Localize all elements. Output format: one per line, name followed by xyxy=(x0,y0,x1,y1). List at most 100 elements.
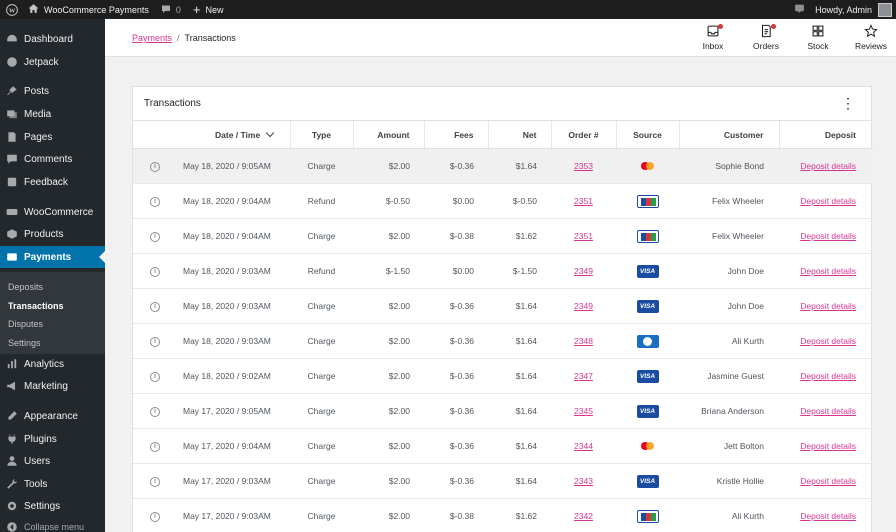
sidebar-item-collapse-menu[interactable]: Collapse menu xyxy=(0,516,105,532)
sidebar-item-analytics[interactable]: Analytics xyxy=(0,353,105,375)
info-cell[interactable]: i xyxy=(133,463,177,499)
table-row[interactable]: i May 18, 2020 / 9:02AM Charge $2.00 $-0.36 $… xyxy=(133,358,873,394)
wordpress-logo-icon[interactable]: W xyxy=(0,0,24,19)
info-icon[interactable]: i xyxy=(150,267,160,277)
order-link[interactable]: 2351 xyxy=(574,196,593,206)
avatar[interactable] xyxy=(878,2,892,17)
column-header-order[interactable]: Order # xyxy=(550,120,616,149)
table-row[interactable]: i May 18, 2020 / 9:03AM Charge $2.00 $-0.36 $… xyxy=(133,288,873,324)
info-icon[interactable]: i xyxy=(150,337,160,347)
info-cell[interactable]: i xyxy=(133,148,177,184)
reviews-button[interactable]: Reviews xyxy=(849,24,893,54)
submenu-item-disputes[interactable]: Disputes xyxy=(8,319,44,329)
sidebar-item-users[interactable]: Users xyxy=(0,450,105,472)
order-link[interactable]: 2343 xyxy=(574,476,593,486)
sidebar-item-plugins[interactable]: Plugins xyxy=(0,428,105,450)
submenu-item-settings[interactable]: Settings xyxy=(8,338,41,348)
user-account-menu[interactable]: Howdy, Admin xyxy=(794,0,896,19)
deposit-details-link[interactable]: Deposit details xyxy=(800,441,856,451)
site-name-link[interactable]: WooCommerce Payments xyxy=(28,0,149,19)
comments-link[interactable]: 0 xyxy=(161,0,181,19)
info-cell[interactable]: i xyxy=(133,358,177,394)
order-link[interactable]: 2345 xyxy=(574,406,593,416)
info-icon[interactable]: i xyxy=(150,302,160,312)
sidebar-item-dashboard[interactable]: Dashboard xyxy=(0,28,105,50)
info-cell[interactable]: i xyxy=(133,218,177,254)
info-icon[interactable]: i xyxy=(150,512,160,522)
sidebar-item-media[interactable]: Media xyxy=(0,103,105,125)
table-row[interactable]: i May 17, 2020 / 9:04AM Charge $2.00 $-0.36 $… xyxy=(133,428,873,464)
sidebar-item-woocommerce[interactable]: WooCommerce xyxy=(0,201,105,223)
sidebar-item-products[interactable]: Products xyxy=(0,223,105,245)
table-row[interactable]: i May 18, 2020 / 9:05AM Charge $2.00 $-0.36 $… xyxy=(133,148,873,184)
order-link[interactable]: 2344 xyxy=(574,441,593,451)
deposit-details-link[interactable]: Deposit details xyxy=(800,231,856,241)
table-row[interactable]: i May 17, 2020 / 9:05AM Charge $2.00 $-0.36 $… xyxy=(133,393,873,429)
sidebar-item-tools[interactable]: Tools xyxy=(0,473,105,495)
info-cell[interactable]: i xyxy=(133,253,177,289)
deposit-details-link[interactable]: Deposit details xyxy=(800,301,856,311)
table-row[interactable]: i May 18, 2020 / 9:04AM Refund $-0.50 $0.00 $… xyxy=(133,183,873,219)
sidebar-item-appearance[interactable]: Appearance xyxy=(0,405,105,427)
info-cell[interactable]: i xyxy=(133,288,177,324)
stock-button[interactable]: Stock xyxy=(796,24,840,54)
sidebar-item-jetpack[interactable]: Jetpack xyxy=(0,51,105,73)
deposit-details-link[interactable]: Deposit details xyxy=(800,406,856,416)
deposit-details-link[interactable]: Deposit details xyxy=(800,266,856,276)
new-content-button[interactable]: + New xyxy=(193,0,224,19)
orders-button[interactable]: Orders xyxy=(744,24,788,54)
info-cell[interactable]: i xyxy=(133,428,177,464)
order-link[interactable]: 2348 xyxy=(574,336,593,346)
sidebar-item-comments[interactable]: Comments xyxy=(0,148,105,170)
info-cell[interactable]: i xyxy=(133,393,177,429)
table-row[interactable]: i May 17, 2020 / 9:03AM Charge $2.00 $-0.36 $… xyxy=(133,463,873,499)
deposit-details-link[interactable]: Deposit details xyxy=(800,476,856,486)
table-row[interactable]: i May 18, 2020 / 9:03AM Charge $2.00 $-0.36 $… xyxy=(133,323,873,359)
deposit-details-link[interactable]: Deposit details xyxy=(800,161,856,171)
inbox-button[interactable]: Inbox xyxy=(691,24,735,54)
order-link[interactable]: 2351 xyxy=(574,231,593,241)
sidebar-item-pages[interactable]: Pages xyxy=(0,126,105,148)
notifications-icon[interactable] xyxy=(794,3,805,16)
sidebar-item-posts[interactable]: Posts xyxy=(0,80,105,102)
info-icon[interactable]: i xyxy=(150,442,160,452)
info-icon[interactable]: i xyxy=(150,232,160,242)
deposit-details-link[interactable]: Deposit details xyxy=(800,371,856,381)
column-header-type[interactable]: Type xyxy=(289,120,353,149)
order-cell: 2344 xyxy=(551,428,616,464)
order-link[interactable]: 2347 xyxy=(574,371,593,381)
info-icon[interactable]: i xyxy=(150,197,160,207)
info-icon[interactable]: i xyxy=(150,372,160,382)
deposit-details-link[interactable]: Deposit details xyxy=(800,196,856,206)
sidebar-item-settings[interactable]: Settings xyxy=(0,495,105,517)
order-link[interactable]: 2353 xyxy=(574,161,593,171)
info-icon[interactable]: i xyxy=(150,162,160,172)
info-icon[interactable]: i xyxy=(150,407,160,417)
deposit-details-link[interactable]: Deposit details xyxy=(800,511,856,521)
table-row[interactable]: i May 18, 2020 / 9:04AM Charge $2.00 $-0.38 $… xyxy=(133,218,873,254)
column-header-amount[interactable]: Amount xyxy=(352,120,424,149)
order-link[interactable]: 2349 xyxy=(574,266,593,276)
column-header-customer[interactable]: Customer xyxy=(678,120,779,149)
info-cell[interactable]: i xyxy=(133,323,177,359)
info-cell[interactable]: i xyxy=(133,498,177,532)
sidebar-item-feedback[interactable]: Feedback xyxy=(0,171,105,193)
new-label: New xyxy=(205,4,224,15)
submenu-item-transactions[interactable]: Transactions xyxy=(8,301,64,311)
deposit-details-link[interactable]: Deposit details xyxy=(800,336,856,346)
submenu-item-deposits[interactable]: Deposits xyxy=(8,282,44,292)
info-icon[interactable]: i xyxy=(150,477,160,487)
info-cell[interactable]: i xyxy=(133,183,177,219)
table-row[interactable]: i May 18, 2020 / 9:03AM Refund $-1.50 $0.00 $… xyxy=(133,253,873,289)
column-header-net[interactable]: Net xyxy=(487,120,551,149)
column-header-fees[interactable]: Fees xyxy=(423,120,488,149)
sidebar-item-marketing[interactable]: Marketing xyxy=(0,375,105,397)
order-link[interactable]: 2349 xyxy=(574,301,593,311)
order-link[interactable]: 2342 xyxy=(574,511,593,521)
sidebar-item-payments[interactable]: Payments xyxy=(0,246,105,268)
more-options-icon[interactable]: ⋮ xyxy=(841,95,855,111)
table-row[interactable]: i May 17, 2020 / 9:03AM Charge $2.00 $-0.38 $… xyxy=(133,498,873,532)
column-header-date[interactable]: Date / Time xyxy=(177,120,290,149)
amount-cell: $2.00 xyxy=(353,358,424,394)
breadcrumb-payments-link[interactable]: Payments xyxy=(132,33,173,43)
